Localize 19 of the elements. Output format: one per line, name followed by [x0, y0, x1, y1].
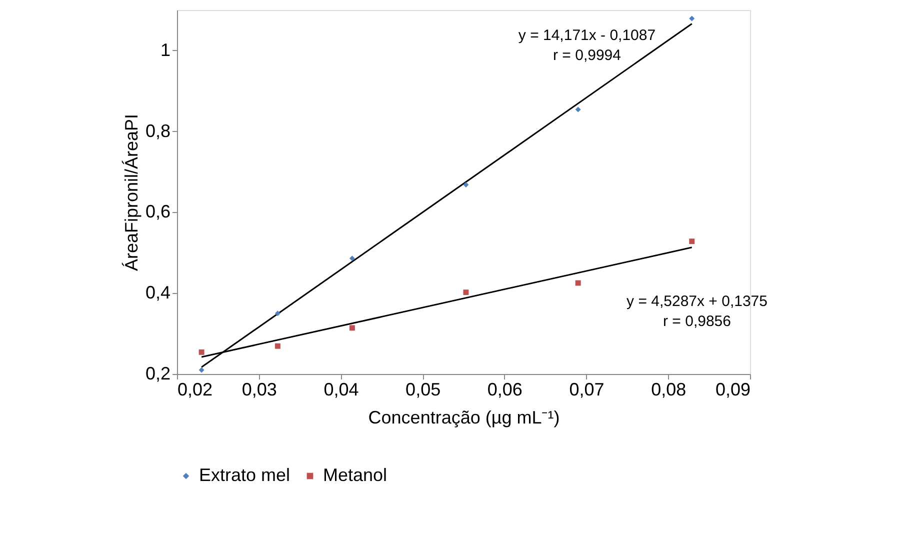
y-axis-title: ÁreaFipronil/ÁreaPI	[121, 114, 142, 272]
y-tick-label: 0,4	[145, 282, 170, 303]
x-tick-label: 0,03	[242, 380, 277, 400]
y-tick-label: 0,6	[145, 202, 170, 222]
x-axis-title: Concentração (µg mL⁻¹)	[368, 408, 560, 428]
annotation: y = 14,171x - 0,1087 r = 0,9994	[518, 27, 656, 64]
x-tick-label: 0,05	[406, 380, 441, 400]
x-tick-label: 0,06	[487, 380, 522, 400]
x-tick-label: 0,08	[651, 380, 686, 400]
x-tick-label: 0,09	[715, 380, 750, 400]
annotation: y = 4,5287x + 0,1375 r = 0,9856	[626, 293, 768, 330]
y-tick-label: 0,2	[145, 364, 170, 384]
y-tick-label: 1	[160, 40, 170, 60]
x-tick-label: 0,04	[324, 380, 359, 400]
x-tick-label: 0,02	[178, 380, 213, 400]
x-tick-label: 0,07	[569, 380, 604, 400]
legend-label: Extrato mel	[199, 465, 290, 485]
legend-label: Metanol	[323, 465, 388, 485]
y-tick-label: 0,8	[145, 120, 170, 141]
